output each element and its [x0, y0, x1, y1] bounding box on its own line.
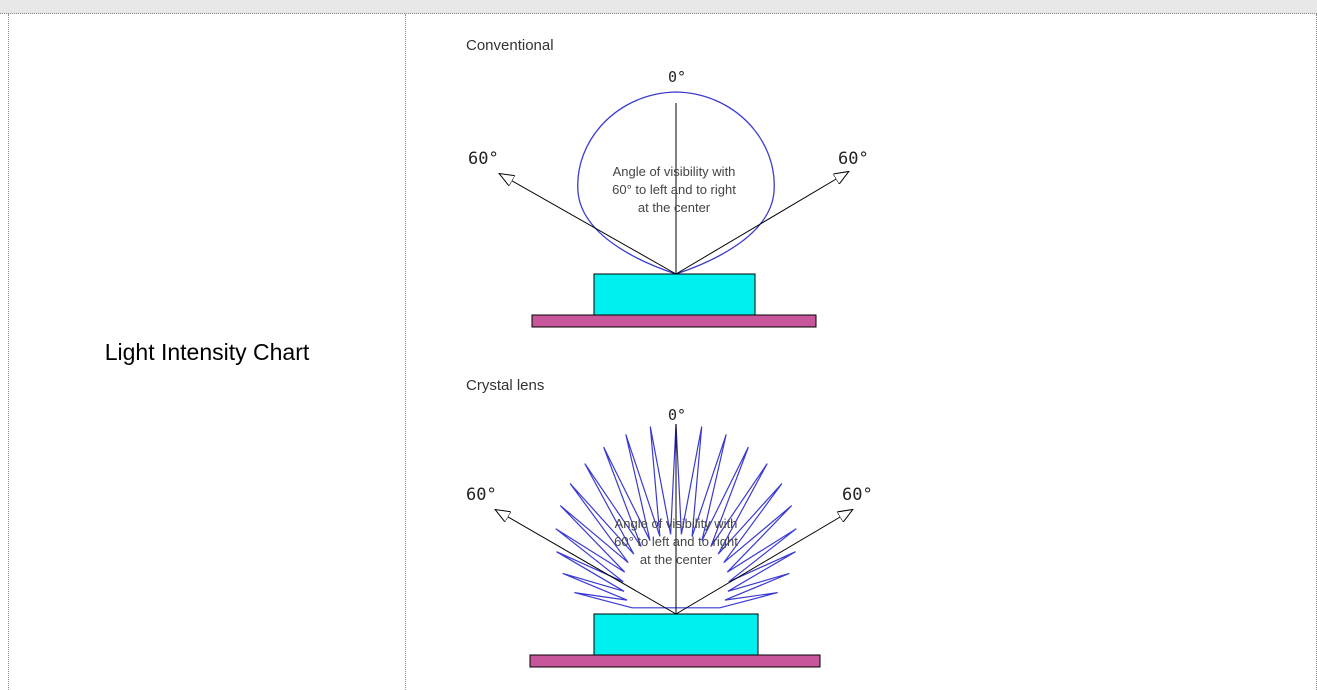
conventional-led-base — [531, 314, 817, 328]
conventional-diagram: Conventional 0° 60° 60° Angle of visibil… — [466, 37, 869, 328]
crystal-caption: Angle of visibility with 60° to left and… — [614, 516, 738, 567]
conventional-caption: Angle of visibility with 60° to left and… — [612, 164, 736, 215]
crystal-led-lens — [593, 613, 759, 656]
table-left-border — [8, 14, 9, 690]
crystal-angle-right: 60° — [842, 485, 873, 505]
crystal-left-arrow — [496, 510, 677, 615]
conventional-right-arrow — [675, 172, 848, 275]
table-top-border — [0, 0, 1317, 14]
crystal-caption-line-1: Angle of visibility with — [615, 516, 738, 531]
conventional-caption-line-2: 60° to left and to right — [612, 182, 736, 197]
conventional-caption-line-1: Angle of visibility with — [613, 164, 736, 179]
conventional-caption-line-3: at the center — [638, 200, 711, 215]
table-column-divider — [405, 14, 406, 690]
conventional-heading: Conventional — [466, 37, 554, 54]
row-label: Light Intensity Chart — [104, 338, 310, 365]
row-label-cell: Light Intensity Chart — [9, 14, 405, 690]
crystal-right-arrow — [675, 510, 852, 615]
crystal-led-base — [529, 654, 821, 668]
conventional-angle-left: 60° — [468, 149, 499, 169]
crystal-heading: Crystal lens — [466, 377, 544, 394]
crystal-angle-top: 0° — [668, 406, 686, 424]
crystal-angle-left: 60° — [466, 485, 497, 505]
crystal-lens-diagram: Crystal lens 0° 60° 60° Angle of visibil… — [466, 377, 873, 668]
conventional-led-lens — [593, 273, 756, 316]
crystal-caption-line-2: 60° to left and to right — [614, 534, 738, 549]
conventional-angle-right: 60° — [838, 149, 869, 169]
conventional-left-arrow — [500, 174, 677, 275]
crystal-caption-line-3: at the center — [640, 552, 713, 567]
crystal-light-spikes — [555, 423, 797, 609]
conventional-angle-top: 0° — [668, 68, 686, 86]
